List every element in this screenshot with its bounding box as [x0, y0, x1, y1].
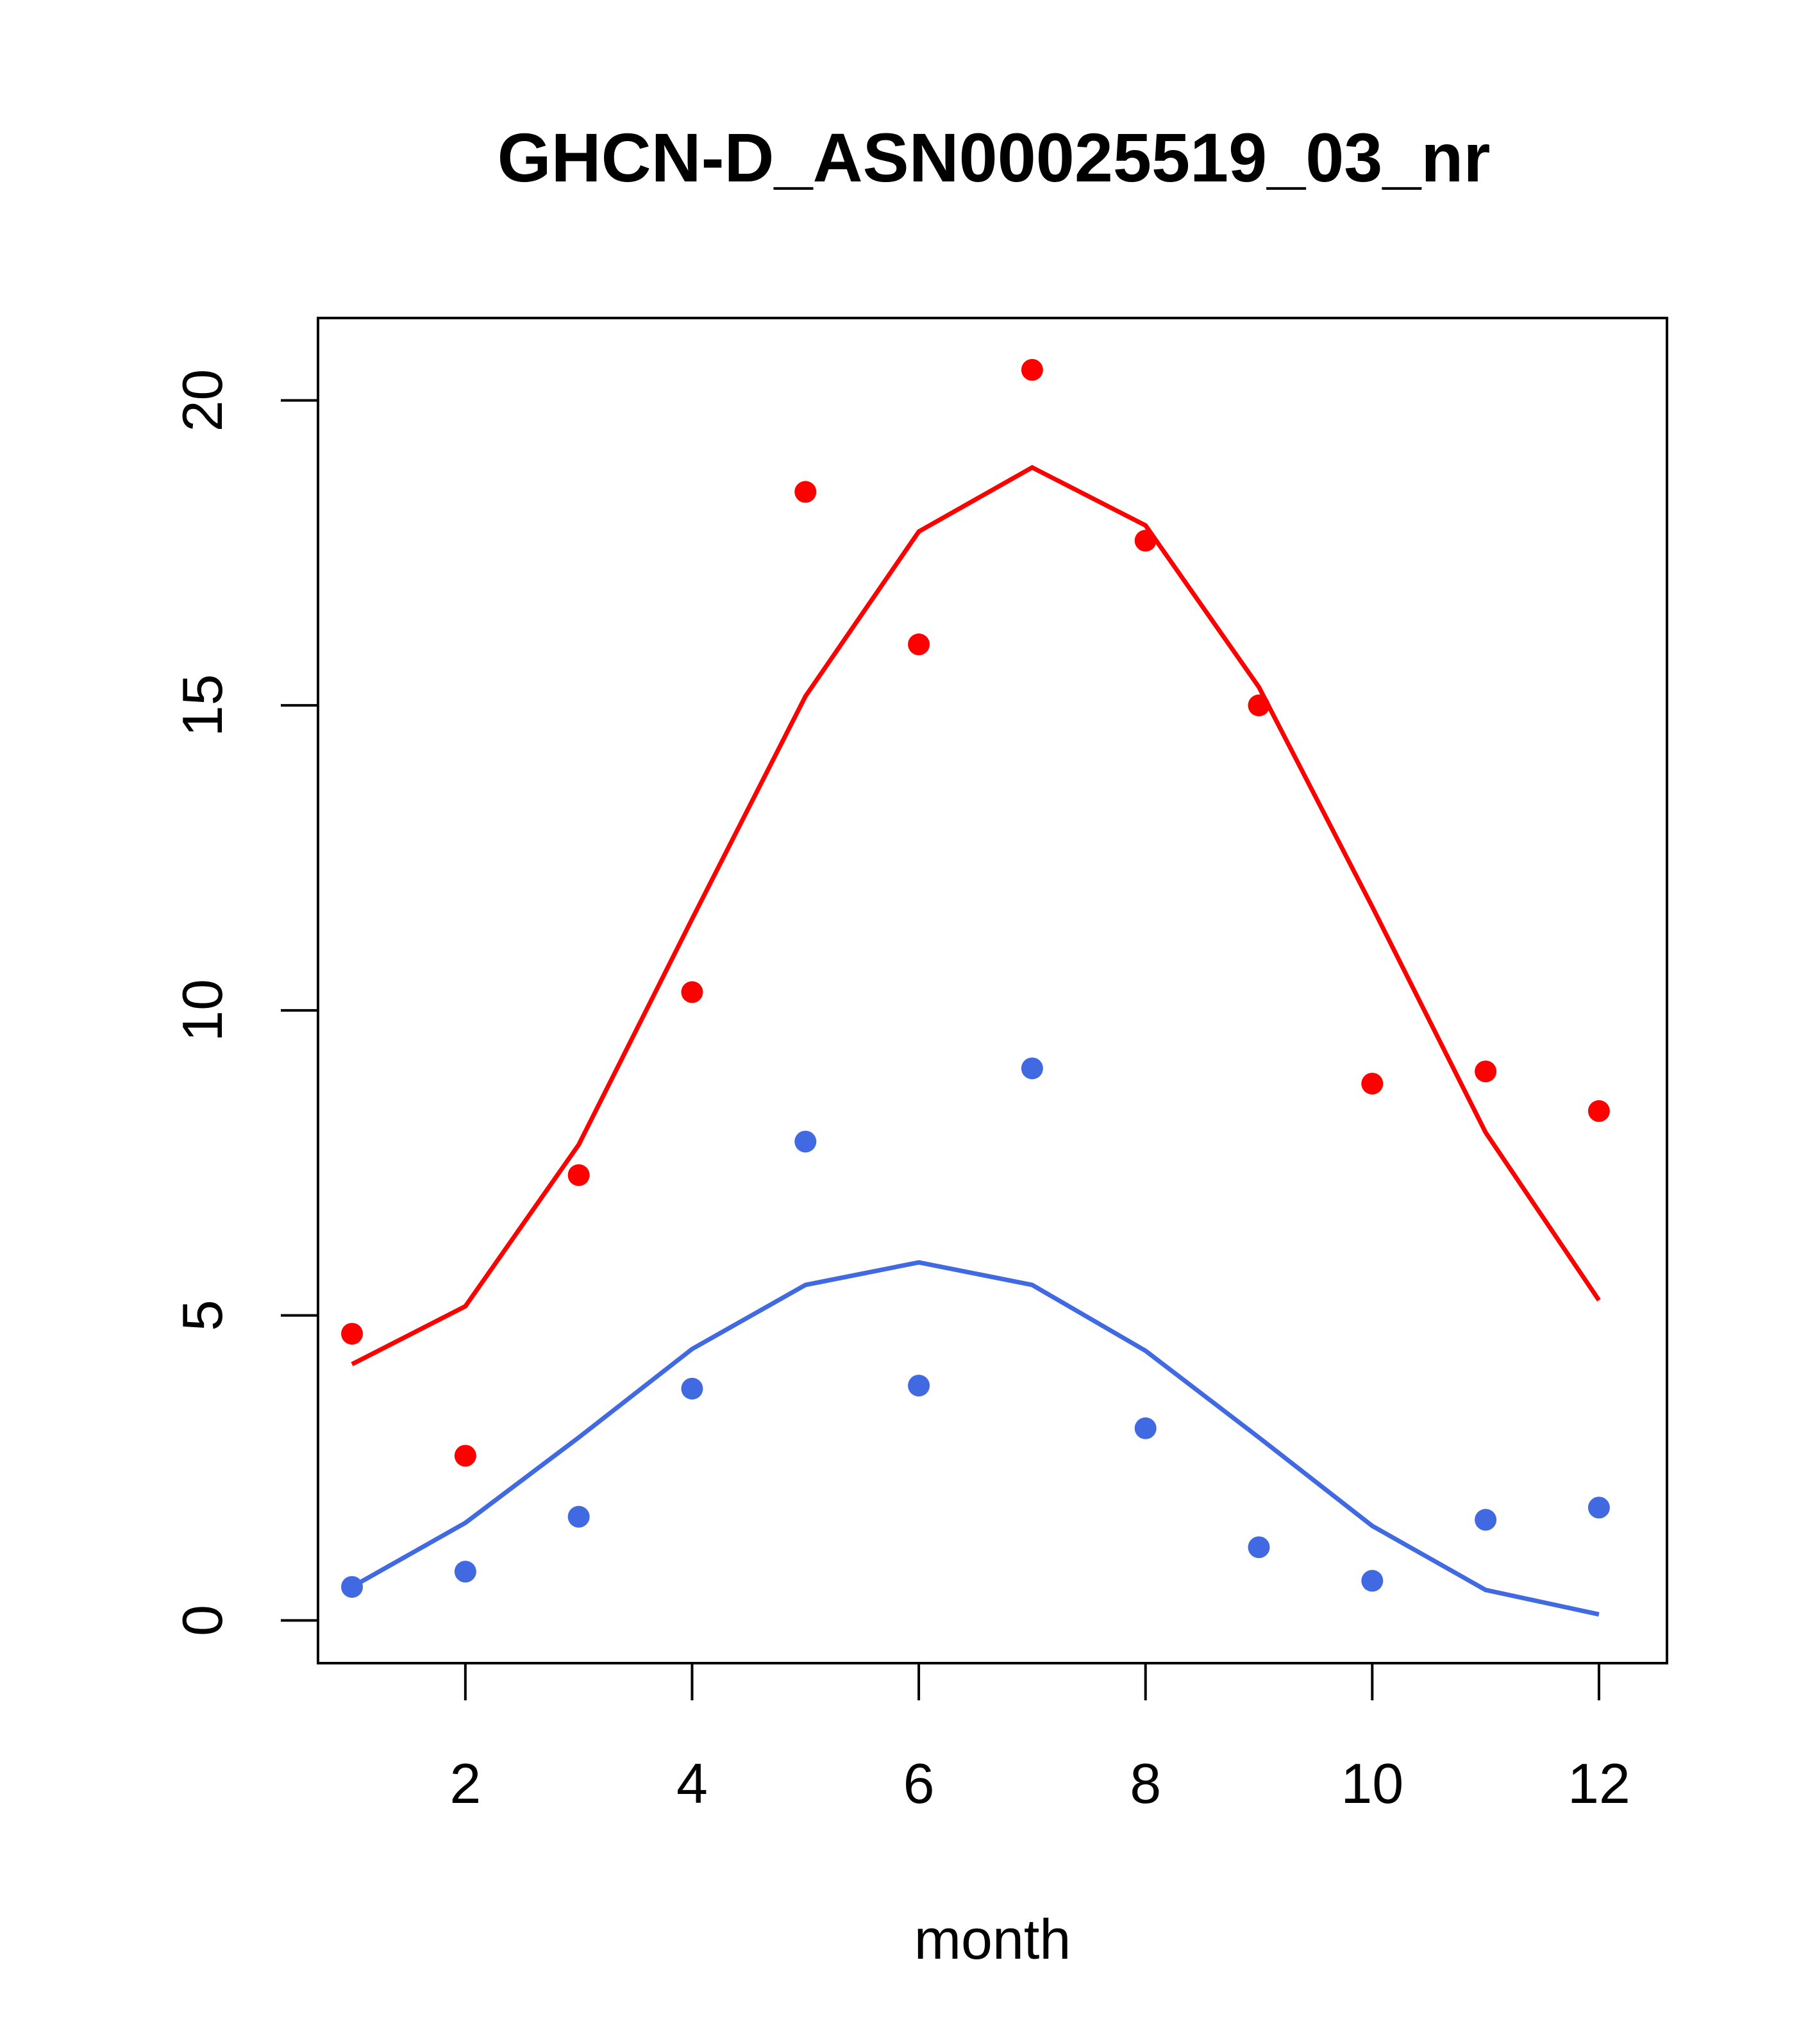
series-0-point	[341, 1323, 364, 1345]
series-0-point	[1021, 358, 1043, 381]
y-tick-label: 20	[171, 369, 234, 432]
y-tick-label: 5	[171, 1300, 234, 1331]
x-tick-label: 8	[1130, 1752, 1161, 1815]
x-tick-label: 4	[676, 1752, 708, 1815]
series-1-point	[1021, 1057, 1043, 1080]
series-0-point	[794, 481, 817, 503]
y-tick-label: 15	[171, 674, 234, 737]
x-tick-label: 6	[903, 1752, 935, 1815]
series-layer	[341, 358, 1610, 1617]
series-0-point	[908, 633, 930, 656]
y-tick-label: 0	[171, 1605, 234, 1636]
series-0-line	[351, 465, 1601, 1366]
y-axis: 0 5 10 15 20	[171, 369, 319, 1636]
series-0-point	[681, 981, 703, 1003]
series-0-point	[1134, 530, 1157, 552]
series-1-point	[567, 1505, 590, 1528]
series-0-point	[567, 1164, 590, 1186]
series-0-point	[1475, 1060, 1497, 1083]
chart-title: GHCN-D_ASN00025519_03_nr	[498, 119, 1491, 196]
x-tick-label: 2	[449, 1752, 481, 1815]
series-0-point	[454, 1445, 476, 1467]
series-1-point	[341, 1576, 364, 1598]
x-axis-label: month	[914, 1907, 1071, 1971]
series-0-point	[1587, 1100, 1610, 1122]
series-1-point	[1134, 1417, 1157, 1439]
series-1-point	[454, 1561, 476, 1583]
plot-area	[317, 317, 1668, 1664]
x-axis: 2 4 6 8 10 12	[449, 1662, 1630, 1815]
x-tick-label: 12	[1568, 1752, 1630, 1815]
series-1-point	[1248, 1536, 1270, 1559]
y-tick-label: 10	[171, 979, 234, 1042]
x-tick-label: 10	[1341, 1752, 1403, 1815]
series-1-point	[1587, 1496, 1610, 1519]
series-1-point	[908, 1375, 930, 1397]
series-1-point	[681, 1377, 703, 1400]
series-1-point	[1475, 1509, 1497, 1531]
series-1-point	[1361, 1570, 1384, 1592]
series-0-point	[1248, 694, 1270, 717]
series-0-point	[1361, 1073, 1384, 1095]
series-1-point	[794, 1130, 817, 1153]
series-1-line	[351, 1260, 1600, 1617]
